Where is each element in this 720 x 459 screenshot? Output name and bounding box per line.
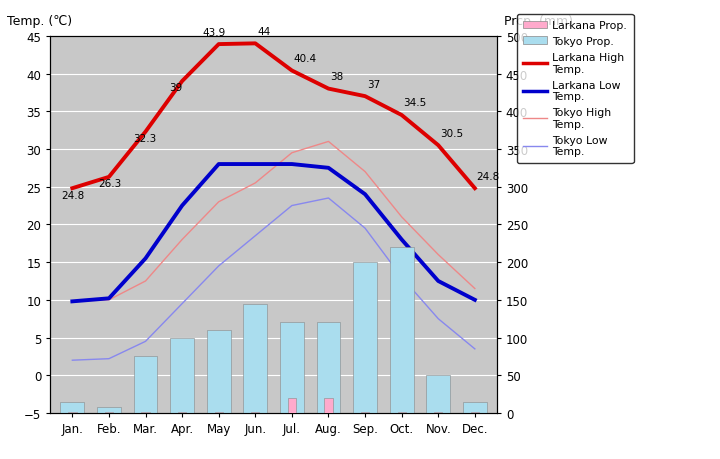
Bar (397, 412, 406, 413)
Bar (317, 323, 341, 413)
Bar (361, 412, 369, 413)
Text: 39: 39 (169, 83, 183, 93)
Text: 34.5: 34.5 (403, 98, 427, 108)
Text: 32.3: 32.3 (132, 134, 156, 144)
Text: 26.3: 26.3 (98, 179, 121, 189)
Bar (170, 338, 194, 413)
Text: 37: 37 (367, 79, 380, 90)
Legend: Larkana Prop., Tokyo Prop., Larkana High
Temp., Larkana Low
Temp., Tokyo High
Te: Larkana Prop., Tokyo Prop., Larkana High… (517, 15, 634, 163)
Bar (251, 412, 259, 413)
Text: 24.8: 24.8 (61, 190, 85, 200)
Bar (280, 323, 304, 413)
Bar (134, 357, 158, 413)
Bar (141, 412, 150, 413)
Bar (178, 412, 186, 413)
Bar (243, 304, 267, 413)
Bar (354, 263, 377, 413)
Text: 24.8: 24.8 (477, 171, 500, 181)
Bar (463, 402, 487, 413)
Bar (434, 412, 442, 413)
Bar (288, 398, 296, 413)
Bar (68, 412, 76, 413)
Text: 38: 38 (330, 72, 343, 82)
Text: 40.4: 40.4 (294, 54, 317, 64)
Bar (426, 375, 450, 413)
Bar (324, 398, 333, 413)
Bar (60, 403, 84, 413)
Text: Temp. (℃): Temp. (℃) (7, 15, 72, 28)
Bar (390, 247, 413, 413)
Bar (105, 412, 113, 413)
Text: 44: 44 (257, 27, 271, 37)
Bar (215, 412, 223, 413)
Bar (97, 407, 121, 413)
Text: 43.9: 43.9 (202, 28, 225, 38)
Bar (471, 412, 479, 413)
Bar (207, 330, 230, 413)
Text: Prcp. (mm): Prcp. (mm) (504, 15, 573, 28)
Text: 30.5: 30.5 (440, 129, 463, 138)
